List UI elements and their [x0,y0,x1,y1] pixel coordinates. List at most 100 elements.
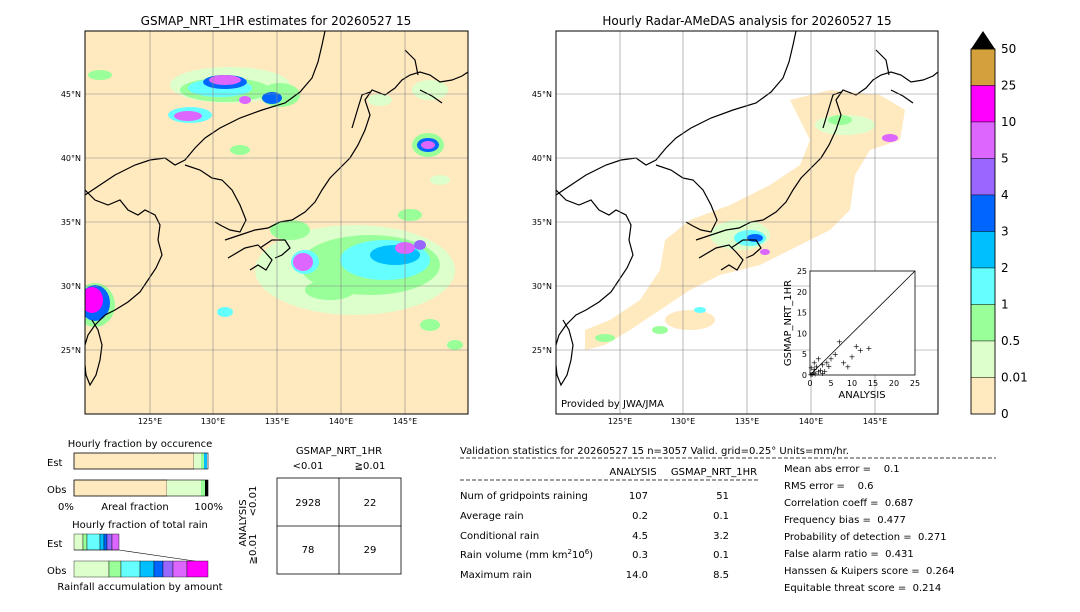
contingency-col-label: <0.01 [293,461,324,472]
colorbar-box [970,48,996,86]
skill-score: False alarm ratio = 0.431 [784,549,914,560]
colorbar-box [970,194,996,232]
validation-row-label: Conditional rain [460,531,539,542]
colorbar-label: 1 [1001,298,1009,312]
validation-row-gsmap: 51 [716,491,729,502]
validation-row-label: Maximum rain [460,570,532,581]
validation-row-gsmap: 8.5 [713,570,729,581]
scatter-ytick: 10 [797,329,807,338]
right-lat-label: 40°N [532,154,552,163]
left-map-title: GSMAP_NRT_1HR estimates for 20260527 15 [141,14,412,28]
colorbar-label: 5 [1001,152,1009,166]
occurrence-obs-bar-green [201,480,205,496]
scatter-point: + [821,367,828,376]
colorbar-box [970,85,996,123]
occurrence-axis-min: 0% [58,502,74,513]
scatter-point: + [807,371,814,380]
scatter-xtick: 10 [847,379,857,388]
left-lon-label: 140°E [329,417,353,426]
scatter-point: + [857,346,864,355]
scatter-ytick: 20 [797,288,807,297]
occurrence-obs-bar-main [73,479,168,497]
scatter-point: + [853,342,860,351]
right-lat-label: 35°N [532,218,552,227]
contingency-cell: 29 [364,545,377,556]
scatter-point: + [817,366,824,375]
contingency-cell: 22 [364,498,377,509]
colorbar-label: 0 [1001,407,1009,421]
scatter-point: + [813,363,820,372]
scatter-diagonal [809,270,916,376]
colorbar-label: 2 [1001,261,1009,275]
skill-score: RMS error = 0.6 [784,481,874,492]
colorbar-frame [970,48,996,415]
scatter-ytick: 5 [802,350,807,359]
colorbar-label: 4 [1001,188,1009,202]
scatter-point: + [840,359,847,368]
scatter-point: + [865,344,872,353]
scatter-point: + [815,368,822,377]
occurrence-axis-label: Areal fraction [101,502,168,513]
right-lat-label: 30°N [532,282,552,291]
colorbar-label: 10 [1001,115,1016,129]
occurrence-row-label-obs: Obs [47,485,66,496]
skill-score: Probability of detection = 0.271 [784,532,947,543]
skill-score: Hanssen & Kuipers score = 0.264 [784,566,955,577]
occurrence-est-bar-light [194,453,201,469]
validation-row-label: Average rain [460,511,524,522]
left-lon-label: 130°E [201,417,225,426]
scatter-point: + [823,359,830,368]
left-lat-label: 30°N [61,282,81,291]
scatter-point: + [811,365,818,374]
colorbar-box [970,231,996,269]
validation-row-analysis: 107 [629,491,648,502]
right-map-coastlines [556,31,938,387]
occurrence-obs-bar-dark [205,480,208,496]
total-rain-row-label-est: Est [47,539,63,550]
scatter-point: + [849,352,856,361]
scatter-xtick: 0 [807,379,812,388]
contingency-row-label: <0.01 [248,486,259,517]
total-rain-obs-bar [73,560,209,578]
occurrence-est-bar-frame [73,452,209,470]
colorbar-label: 0.5 [1001,334,1020,348]
scatter-ytick: 25 [797,267,807,276]
scatter-xtick: 25 [910,379,920,388]
occurrence-axis-max: 100% [194,502,223,513]
colorbar-box [970,121,996,159]
occurrence-row-label-est: Est [47,458,63,469]
total-rain-row-label-obs: Obs [47,566,66,577]
validation-row-analysis: 4.5 [632,531,648,542]
right-lon-label: 130°E [671,417,695,426]
scatter-ylabel: GSMAP_NRT_1HR [783,280,794,366]
contingency-cell: 2928 [295,498,320,509]
scatter-ytick: 15 [797,309,807,318]
right-map: Hourly Radar-AMeDAS analysis for 2026052… [532,14,939,426]
scatter-inset: ++++++++++++++++++++ +++++ 0 5 10 15 20 25 0 5 1… [783,267,920,401]
left-lat-label: 45°N [61,90,81,99]
colorbar-extend-arrow [971,31,995,49]
total-rain-est-bar [73,533,120,551]
validation-row-label: Num of gridpoints raining [460,491,588,502]
left-lon-label: 145°E [393,417,417,426]
right-map-title: Hourly Radar-AMeDAS analysis for 2026052… [602,14,891,28]
scatter-point: + [844,363,851,372]
validation-statistics: Validation statistics for 20260527 15 n=… [460,446,996,594]
scatter-point: + [812,369,819,378]
occurrence-est-bar-blue [204,453,207,469]
contingency-title: GSMAP_NRT_1HR [296,446,382,457]
left-map-coastlines [85,31,468,387]
total-rain-fraction-panel: Hourly fraction of total rain Est Obs Ra… [47,520,223,593]
right-lon-label: 125°E [608,417,632,426]
colorbar-box [970,340,996,378]
scatter-point: + [815,354,822,363]
left-map-frame [84,30,469,415]
scatter-point: + [832,350,839,359]
colorbar: 50 25 10 5 4 3 2 1 0.5 0.01 0 [970,31,1028,421]
left-map: GSMAP_NRT_1HR estimates for 20260527 15 [61,14,469,426]
validation-row-gsmap: 3.2 [713,531,729,542]
scatter-point: + [810,369,817,378]
colorbar-box [970,377,996,415]
skill-score: Equitable threat score = 0.214 [784,583,941,594]
